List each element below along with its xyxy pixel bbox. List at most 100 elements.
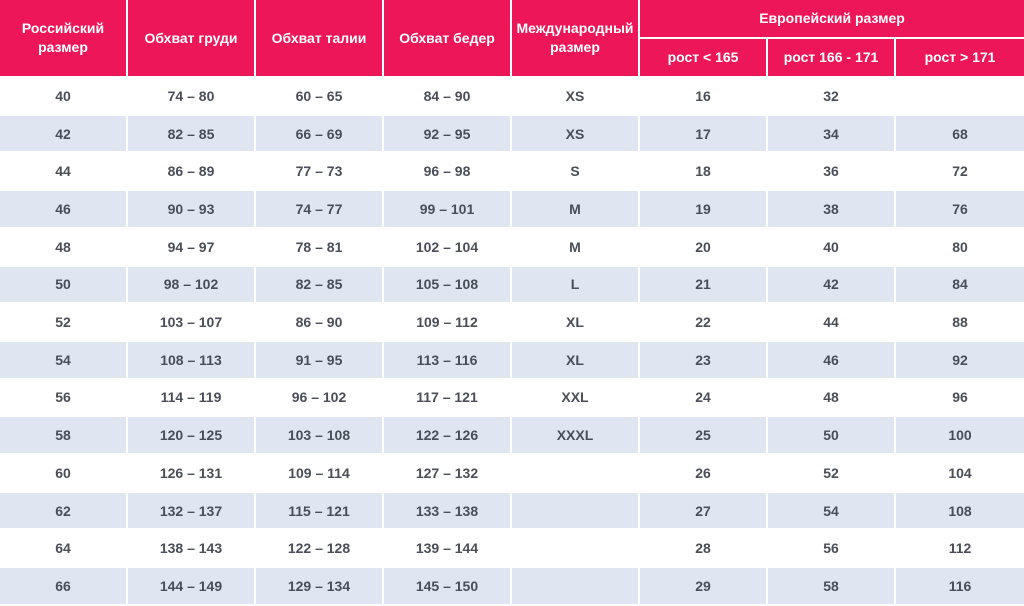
table-cell: 144 – 149 <box>128 568 256 606</box>
table-cell: 74 – 80 <box>128 78 256 116</box>
table-cell: 84 – 90 <box>384 78 512 116</box>
table-cell: 60 <box>0 455 128 493</box>
table-cell: 52 <box>0 304 128 342</box>
table-cell: 36 <box>768 153 896 192</box>
table-cell: 138 – 143 <box>128 530 256 569</box>
table-cell: XS <box>512 78 640 116</box>
table-cell: 100 <box>896 417 1024 456</box>
table-cell: 139 – 144 <box>384 530 512 569</box>
table-cell: 92 – 95 <box>384 115 512 154</box>
table-cell: 90 – 93 <box>128 191 256 229</box>
table-cell: 102 – 104 <box>384 228 512 267</box>
table-cell: 50 <box>768 417 896 456</box>
table-cell: S <box>512 153 640 192</box>
table-cell: 105 – 108 <box>384 266 512 305</box>
table-cell: 114 – 119 <box>128 379 256 418</box>
table-cell <box>512 455 640 493</box>
table-cell: 40 <box>0 78 128 116</box>
header-european-size-group: Европейский размер <box>640 0 1024 39</box>
table-cell: 42 <box>768 266 896 305</box>
table-cell: 60 – 65 <box>256 78 384 116</box>
table-cell: 96 – 102 <box>256 379 384 418</box>
table-cell: 68 <box>896 115 1024 154</box>
table-cell <box>896 78 1024 116</box>
table-cell: 58 <box>0 417 128 456</box>
header-russian-size: Российский размер <box>0 0 128 78</box>
header-bust: Обхват груди <box>128 0 256 78</box>
table-cell: 80 <box>896 228 1024 267</box>
table-cell: 66 – 69 <box>256 115 384 154</box>
table-cell: 84 <box>896 266 1024 305</box>
header-row-sub: рост < 165 рост 166 - 171 рост > 171 <box>0 39 1024 78</box>
table-cell: 56 <box>0 379 128 418</box>
table-cell: 96 <box>896 379 1024 418</box>
table-cell: 113 – 116 <box>384 341 512 380</box>
table-row: 52 103 – 107 86 – 90 109 – 112 XL 22 44 88 <box>0 304 1024 342</box>
header-height-gt-171: рост > 171 <box>896 39 1024 78</box>
table-cell: 103 – 107 <box>128 304 256 342</box>
header-waist: Обхват талии <box>256 0 384 78</box>
table-row: 54 108 – 113 91 – 95 113 – 116 XL 23 46 92 <box>0 341 1024 380</box>
table-cell: 54 <box>768 492 896 531</box>
table-cell: 109 – 114 <box>256 455 384 493</box>
table-cell: 76 <box>896 191 1024 229</box>
table-cell: 22 <box>640 304 768 342</box>
table-cell: 21 <box>640 266 768 305</box>
table-cell <box>512 530 640 569</box>
table-cell: 72 <box>896 153 1024 192</box>
table-cell: L <box>512 266 640 305</box>
table-cell: 23 <box>640 341 768 380</box>
table-cell: 94 – 97 <box>128 228 256 267</box>
table-cell: 96 – 98 <box>384 153 512 192</box>
table-cell: 50 <box>0 266 128 305</box>
table-cell: 46 <box>768 341 896 380</box>
table-cell: 108 <box>896 492 1024 531</box>
table-cell: XXL <box>512 379 640 418</box>
table-cell: 86 – 89 <box>128 153 256 192</box>
table-cell: 46 <box>0 191 128 229</box>
table-row: 46 90 – 93 74 – 77 99 – 101 M 19 38 76 <box>0 191 1024 229</box>
table-cell: 56 <box>768 530 896 569</box>
table-cell: 122 – 128 <box>256 530 384 569</box>
table-cell: 86 – 90 <box>256 304 384 342</box>
table-cell: XL <box>512 304 640 342</box>
header-height-166-171: рост 166 - 171 <box>768 39 896 78</box>
table-cell: 19 <box>640 191 768 229</box>
table-row: 44 86 – 89 77 – 73 96 – 98 S 18 36 72 <box>0 153 1024 192</box>
table-row: 50 98 – 102 82 – 85 105 – 108 L 21 42 84 <box>0 266 1024 305</box>
table-cell: 98 – 102 <box>128 266 256 305</box>
table-cell: 48 <box>0 228 128 267</box>
table-cell: 74 – 77 <box>256 191 384 229</box>
table-cell: 52 <box>768 455 896 493</box>
table-cell: 132 – 137 <box>128 492 256 531</box>
table-row: 62 132 – 137 115 – 121 133 – 138 27 54 108 <box>0 492 1024 531</box>
table-row: 42 82 – 85 66 – 69 92 – 95 XS 17 34 68 <box>0 115 1024 154</box>
table-cell: 34 <box>768 115 896 154</box>
table-cell: 120 – 125 <box>128 417 256 456</box>
table-cell: 28 <box>640 530 768 569</box>
size-table-body: 40 74 – 80 60 – 65 84 – 90 XS 16 32 42 82 – 85 66… <box>0 78 1024 606</box>
table-cell: 18 <box>640 153 768 192</box>
table-cell <box>512 568 640 606</box>
table-cell: XL <box>512 341 640 380</box>
table-cell: 27 <box>640 492 768 531</box>
table-cell: 112 <box>896 530 1024 569</box>
table-cell: 40 <box>768 228 896 267</box>
table-cell: 99 – 101 <box>384 191 512 229</box>
table-cell: 145 – 150 <box>384 568 512 606</box>
table-cell: 88 <box>896 304 1024 342</box>
table-cell: 108 – 113 <box>128 341 256 380</box>
table-cell: 29 <box>640 568 768 606</box>
table-cell: 82 – 85 <box>128 115 256 154</box>
table-cell: 77 – 73 <box>256 153 384 192</box>
table-cell: 25 <box>640 417 768 456</box>
table-row: 66 144 – 149 129 – 134 145 – 150 29 58 116 <box>0 568 1024 606</box>
header-height-lt-165: рост < 165 <box>640 39 768 78</box>
table-cell: 91 – 95 <box>256 341 384 380</box>
table-cell: 17 <box>640 115 768 154</box>
table-cell: M <box>512 228 640 267</box>
table-cell: 78 – 81 <box>256 228 384 267</box>
table-row: 48 94 – 97 78 – 81 102 – 104 M 20 40 80 <box>0 228 1024 267</box>
table-cell: 42 <box>0 115 128 154</box>
